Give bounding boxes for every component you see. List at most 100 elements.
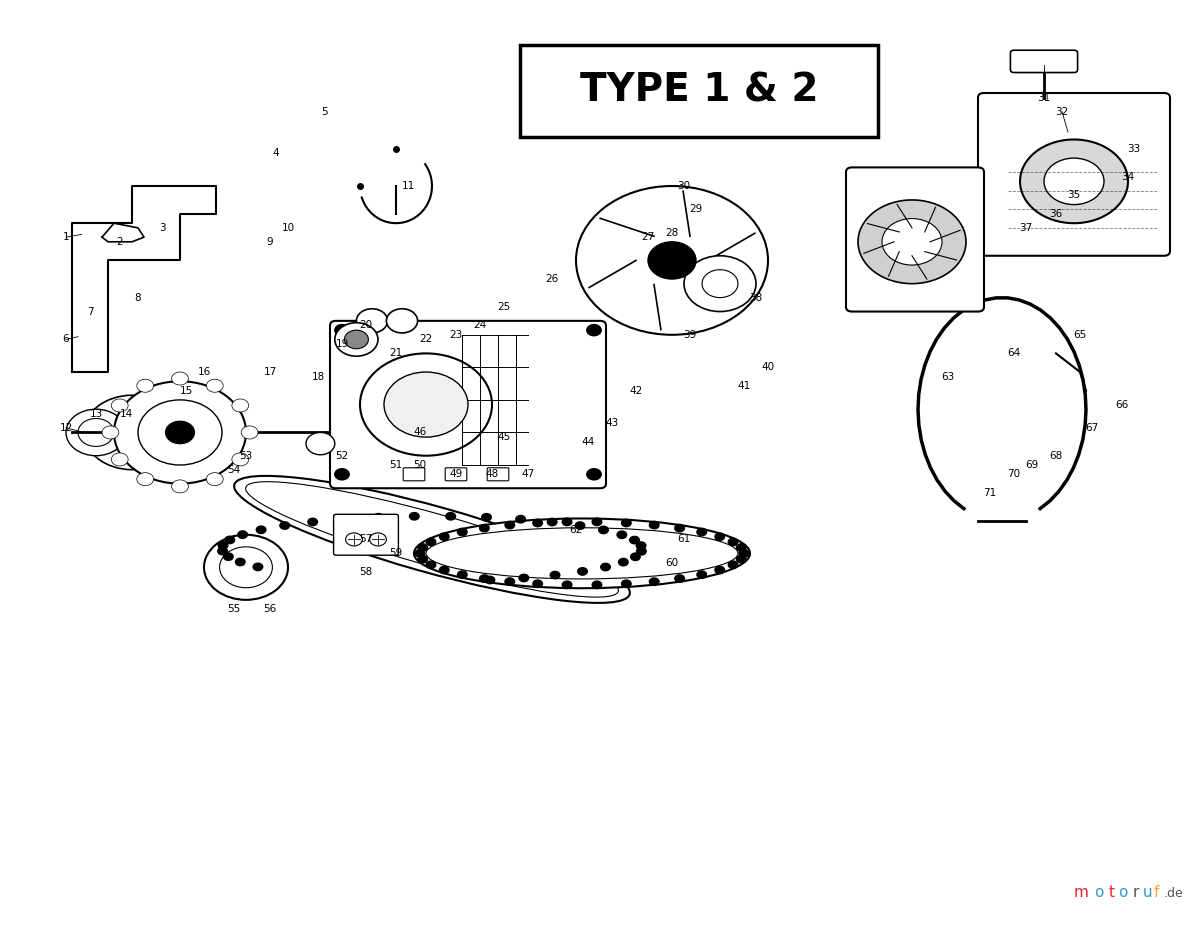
Circle shape — [481, 513, 491, 521]
Ellipse shape — [426, 528, 738, 578]
FancyBboxPatch shape — [403, 468, 425, 481]
Circle shape — [622, 519, 631, 526]
Text: o: o — [1094, 885, 1104, 900]
Text: 19: 19 — [335, 339, 349, 349]
Circle shape — [592, 581, 601, 589]
Text: TYPE 1 & 2: TYPE 1 & 2 — [580, 72, 818, 110]
Circle shape — [576, 186, 768, 335]
Circle shape — [739, 550, 749, 557]
Text: 35: 35 — [1067, 191, 1081, 200]
Circle shape — [418, 544, 427, 551]
Ellipse shape — [246, 482, 618, 597]
Circle shape — [223, 553, 233, 561]
Text: 30: 30 — [678, 181, 690, 191]
Text: 24: 24 — [473, 321, 487, 330]
Text: 43: 43 — [605, 418, 619, 428]
Text: 7: 7 — [86, 307, 94, 316]
Circle shape — [674, 575, 684, 582]
Circle shape — [587, 469, 601, 480]
Circle shape — [737, 555, 746, 563]
Circle shape — [280, 522, 289, 529]
Circle shape — [1044, 158, 1104, 205]
FancyBboxPatch shape — [1010, 50, 1078, 73]
Text: 44: 44 — [581, 437, 595, 446]
Circle shape — [485, 577, 494, 584]
Circle shape — [533, 580, 542, 588]
Text: 63: 63 — [941, 372, 955, 381]
Text: 20: 20 — [360, 321, 372, 330]
Circle shape — [622, 580, 631, 588]
Text: 64: 64 — [1007, 349, 1021, 358]
Text: 11: 11 — [401, 181, 415, 191]
Circle shape — [505, 522, 515, 529]
Circle shape — [137, 379, 154, 392]
Circle shape — [78, 418, 114, 446]
Circle shape — [102, 426, 119, 439]
Circle shape — [224, 537, 234, 544]
FancyBboxPatch shape — [445, 468, 467, 481]
Text: 53: 53 — [239, 451, 253, 460]
Text: 18: 18 — [311, 372, 325, 381]
Circle shape — [697, 528, 707, 536]
Circle shape — [238, 531, 247, 538]
Circle shape — [592, 518, 601, 525]
Circle shape — [577, 567, 587, 575]
Text: 67: 67 — [1085, 423, 1099, 432]
Circle shape — [232, 399, 248, 412]
Circle shape — [335, 469, 349, 480]
Text: 54: 54 — [227, 465, 241, 474]
Polygon shape — [72, 186, 216, 372]
Text: 26: 26 — [545, 274, 559, 284]
Text: 41: 41 — [737, 381, 751, 391]
Text: 33: 33 — [1127, 144, 1141, 153]
Text: 1: 1 — [62, 232, 70, 242]
Text: f: f — [1153, 885, 1158, 900]
Circle shape — [241, 426, 258, 439]
Text: 31: 31 — [1037, 93, 1051, 102]
Circle shape — [618, 558, 628, 565]
Text: 8: 8 — [134, 293, 142, 302]
Text: 13: 13 — [89, 409, 103, 418]
Text: 14: 14 — [119, 409, 133, 418]
Circle shape — [439, 533, 449, 540]
Text: 56: 56 — [263, 604, 277, 614]
FancyBboxPatch shape — [846, 167, 984, 312]
Text: 12: 12 — [59, 423, 73, 432]
Text: 21: 21 — [389, 349, 403, 358]
Text: 69: 69 — [1025, 460, 1039, 470]
FancyBboxPatch shape — [487, 468, 509, 481]
Circle shape — [218, 542, 228, 550]
Circle shape — [409, 512, 419, 520]
Circle shape — [728, 561, 738, 568]
Circle shape — [308, 518, 318, 525]
Circle shape — [112, 453, 128, 466]
Text: 4: 4 — [272, 149, 280, 158]
Text: 16: 16 — [197, 367, 211, 377]
Text: 57: 57 — [359, 535, 373, 544]
Circle shape — [702, 270, 738, 298]
Circle shape — [858, 200, 966, 284]
Text: 27: 27 — [641, 232, 655, 242]
Circle shape — [516, 515, 526, 523]
Circle shape — [426, 538, 436, 546]
Circle shape — [697, 571, 707, 578]
Circle shape — [386, 309, 418, 333]
Circle shape — [220, 547, 272, 588]
Circle shape — [457, 571, 467, 578]
Text: 52: 52 — [335, 451, 349, 460]
Text: 32: 32 — [1055, 107, 1069, 116]
Text: 22: 22 — [419, 335, 433, 344]
Circle shape — [882, 219, 942, 265]
Text: 42: 42 — [629, 386, 643, 395]
Text: 15: 15 — [179, 386, 193, 395]
Text: 37: 37 — [1019, 223, 1033, 232]
Circle shape — [648, 242, 696, 279]
Circle shape — [204, 535, 288, 600]
Circle shape — [630, 553, 640, 561]
Circle shape — [206, 472, 223, 485]
Circle shape — [253, 564, 263, 571]
Circle shape — [480, 525, 490, 532]
Circle shape — [547, 518, 557, 525]
Circle shape — [257, 526, 266, 534]
Circle shape — [1020, 140, 1128, 223]
